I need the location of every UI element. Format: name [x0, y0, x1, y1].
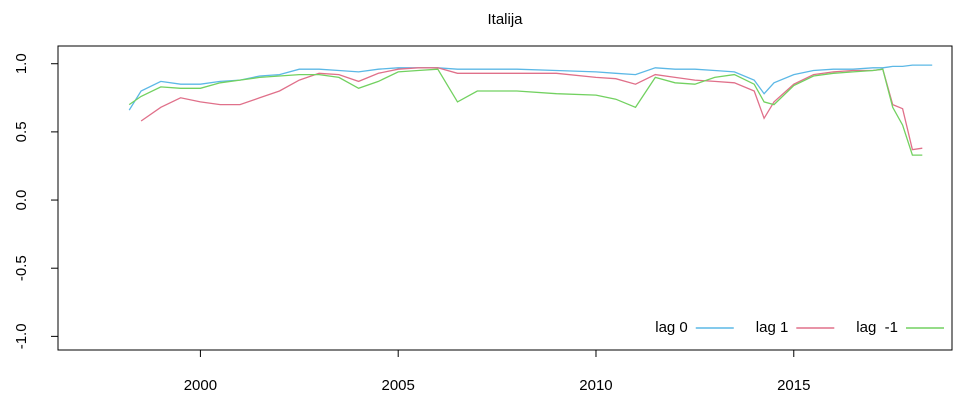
- y-tick-label: -1.0: [13, 323, 30, 349]
- chart-title: Italija: [487, 11, 523, 28]
- series-line: [128, 64, 933, 111]
- y-tick-label: -0.5: [13, 255, 30, 281]
- legend-label: lag 1: [756, 319, 789, 336]
- y-tick-label: 1.0: [13, 53, 30, 74]
- legend-label: lag -1: [856, 319, 898, 336]
- legend-label: lag 0: [655, 319, 688, 336]
- plot-frame: [57, 45, 953, 351]
- series-line: [140, 67, 923, 151]
- x-tick-label: 2010: [579, 377, 612, 394]
- y-tick-label: 0.5: [13, 121, 30, 142]
- y-tick-label: 0.0: [13, 190, 30, 211]
- series-line: [128, 68, 923, 156]
- x-tick-label: 2000: [184, 377, 217, 394]
- x-tick-label: 2005: [382, 377, 415, 394]
- x-tick-label: 2015: [777, 377, 810, 394]
